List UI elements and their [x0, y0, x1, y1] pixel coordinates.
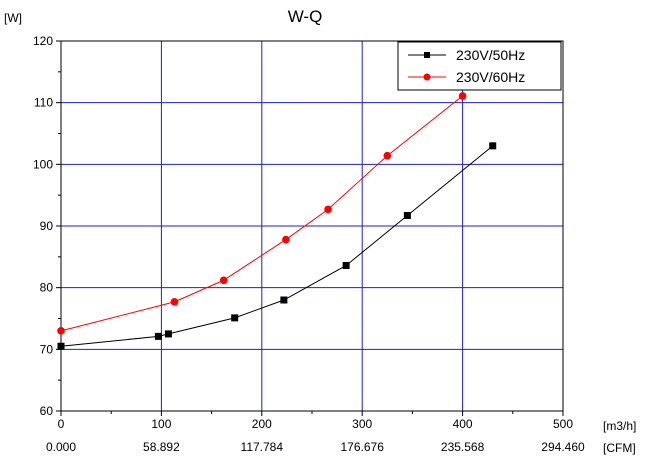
gridlines [61, 41, 563, 411]
axis-ticks [56, 40, 564, 416]
data-point-230v-50hz [164, 330, 172, 338]
data-point-230v-60hz [57, 327, 65, 335]
data-point-230v-50hz [489, 142, 497, 150]
x2-tick-label: 58.892 [143, 440, 180, 454]
x2-axis-label: [CFM] [603, 441, 636, 455]
data-point-230v-60hz [458, 92, 467, 100]
data-point-230v-60hz [383, 151, 392, 160]
legend-box [397, 41, 562, 91]
x2-tick-label: 235.568 [441, 440, 485, 454]
data-point-230v-50hz [154, 332, 162, 340]
data-point-230v-50hz [403, 212, 411, 220]
y-tick-label: 120 [33, 34, 53, 48]
series-layer [57, 92, 497, 350]
y-tick-label: 80 [40, 281, 54, 295]
y-tick-label: 90 [40, 219, 54, 233]
chart-title: W-Q [288, 7, 323, 26]
x2-tick-label: 294.460 [541, 440, 585, 454]
y-axis-label: [W] [4, 11, 22, 25]
legend-marker-230v-50hz [424, 52, 430, 58]
data-point-230v-60hz [282, 235, 290, 244]
legend: 230V/50Hz 230V/60Hz [397, 41, 562, 91]
data-point-230v-60hz [324, 205, 332, 214]
x-tick-label: 0 [58, 417, 65, 431]
data-point-230v-60hz [219, 276, 228, 285]
legend-label-230v-50hz: 230V/50Hz [456, 47, 525, 63]
x2-tick-label: 0.000 [46, 440, 76, 454]
data-point-230v-50hz [280, 296, 288, 304]
x-tick-label: 500 [553, 417, 573, 431]
y-tick-label: 100 [33, 157, 53, 171]
y-tick-label: 60 [40, 404, 54, 418]
y-tick-label: 70 [40, 342, 54, 356]
legend-label-230v-60hz: 230V/60Hz [456, 69, 525, 85]
data-point-230v-50hz [231, 314, 239, 322]
y-tick-label: 110 [34, 96, 53, 110]
x-tick-label: 100 [151, 417, 171, 431]
x2-tick-label: 117.784 [241, 440, 284, 454]
x-tick-label: 200 [252, 417, 272, 431]
x-tick-label: 400 [453, 417, 473, 431]
x-tick-label: 300 [352, 417, 372, 431]
data-point-230v-50hz [342, 261, 350, 269]
legend-marker-230v-60hz [423, 73, 431, 81]
data-point-230v-50hz [57, 342, 65, 350]
data-point-230v-60hz [170, 298, 179, 306]
x2-tick-label: 176.676 [341, 440, 385, 454]
tick-labels: 0 100 200 300 400 500 0.000 58.892 117.784 176.67… [33, 34, 585, 454]
x-axis-label: [m3/h] [603, 419, 636, 433]
